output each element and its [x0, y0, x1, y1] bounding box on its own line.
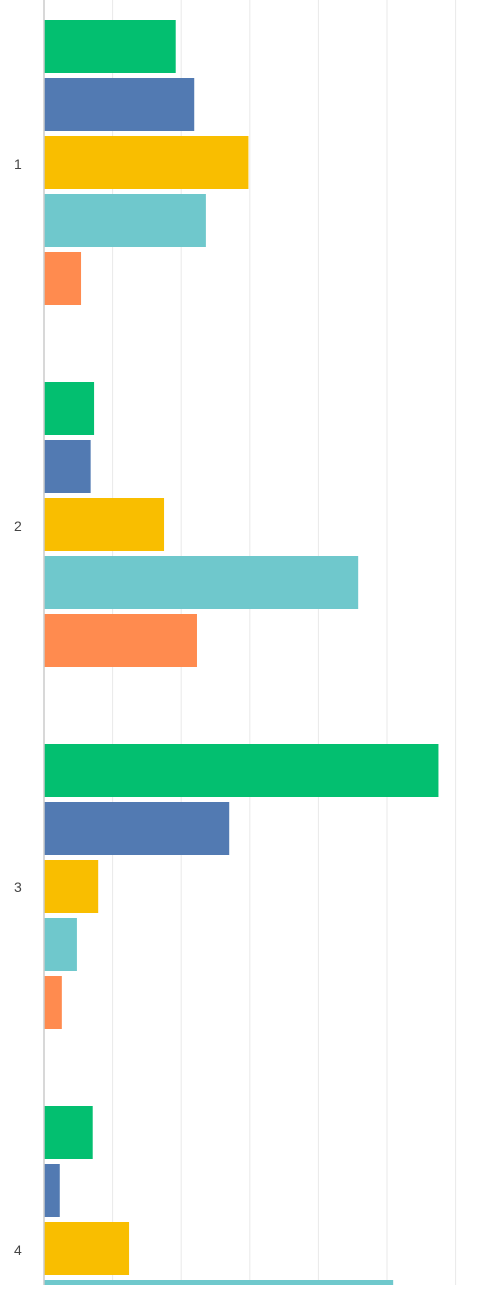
bar-cat3-series3 — [44, 860, 99, 913]
bar-cat1-series3 — [44, 136, 249, 189]
bar-cat3-series1 — [44, 744, 439, 797]
category-label-3: 3 — [14, 879, 22, 895]
category-label-1: 1 — [14, 156, 22, 172]
bar-cat3-series4 — [44, 918, 77, 971]
bar-cat4-series3 — [44, 1222, 130, 1275]
bar-cat1-series5 — [44, 252, 82, 305]
bar-cat2-series5 — [44, 614, 197, 667]
bar-cat1-series2 — [44, 78, 195, 131]
bar-cat3-series5 — [44, 976, 62, 1029]
bars — [44, 20, 439, 1285]
bar-cat3-series2 — [44, 802, 230, 855]
category-label-4: 4 — [14, 1242, 22, 1258]
bar-cat1-series1 — [44, 20, 176, 73]
bar-cat2-series1 — [44, 382, 95, 435]
bar-cat2-series3 — [44, 498, 165, 551]
category-label-2: 2 — [14, 518, 22, 534]
bar-cat4-series4 — [44, 1280, 394, 1285]
bar-cat1-series4 — [44, 194, 206, 247]
bar-cat4-series1 — [44, 1106, 93, 1159]
bar-cat2-series2 — [44, 440, 91, 493]
bar-cat4-series2 — [44, 1164, 60, 1217]
bar-cat2-series4 — [44, 556, 359, 609]
category-labels: 1 2 3 4 — [14, 156, 22, 1258]
